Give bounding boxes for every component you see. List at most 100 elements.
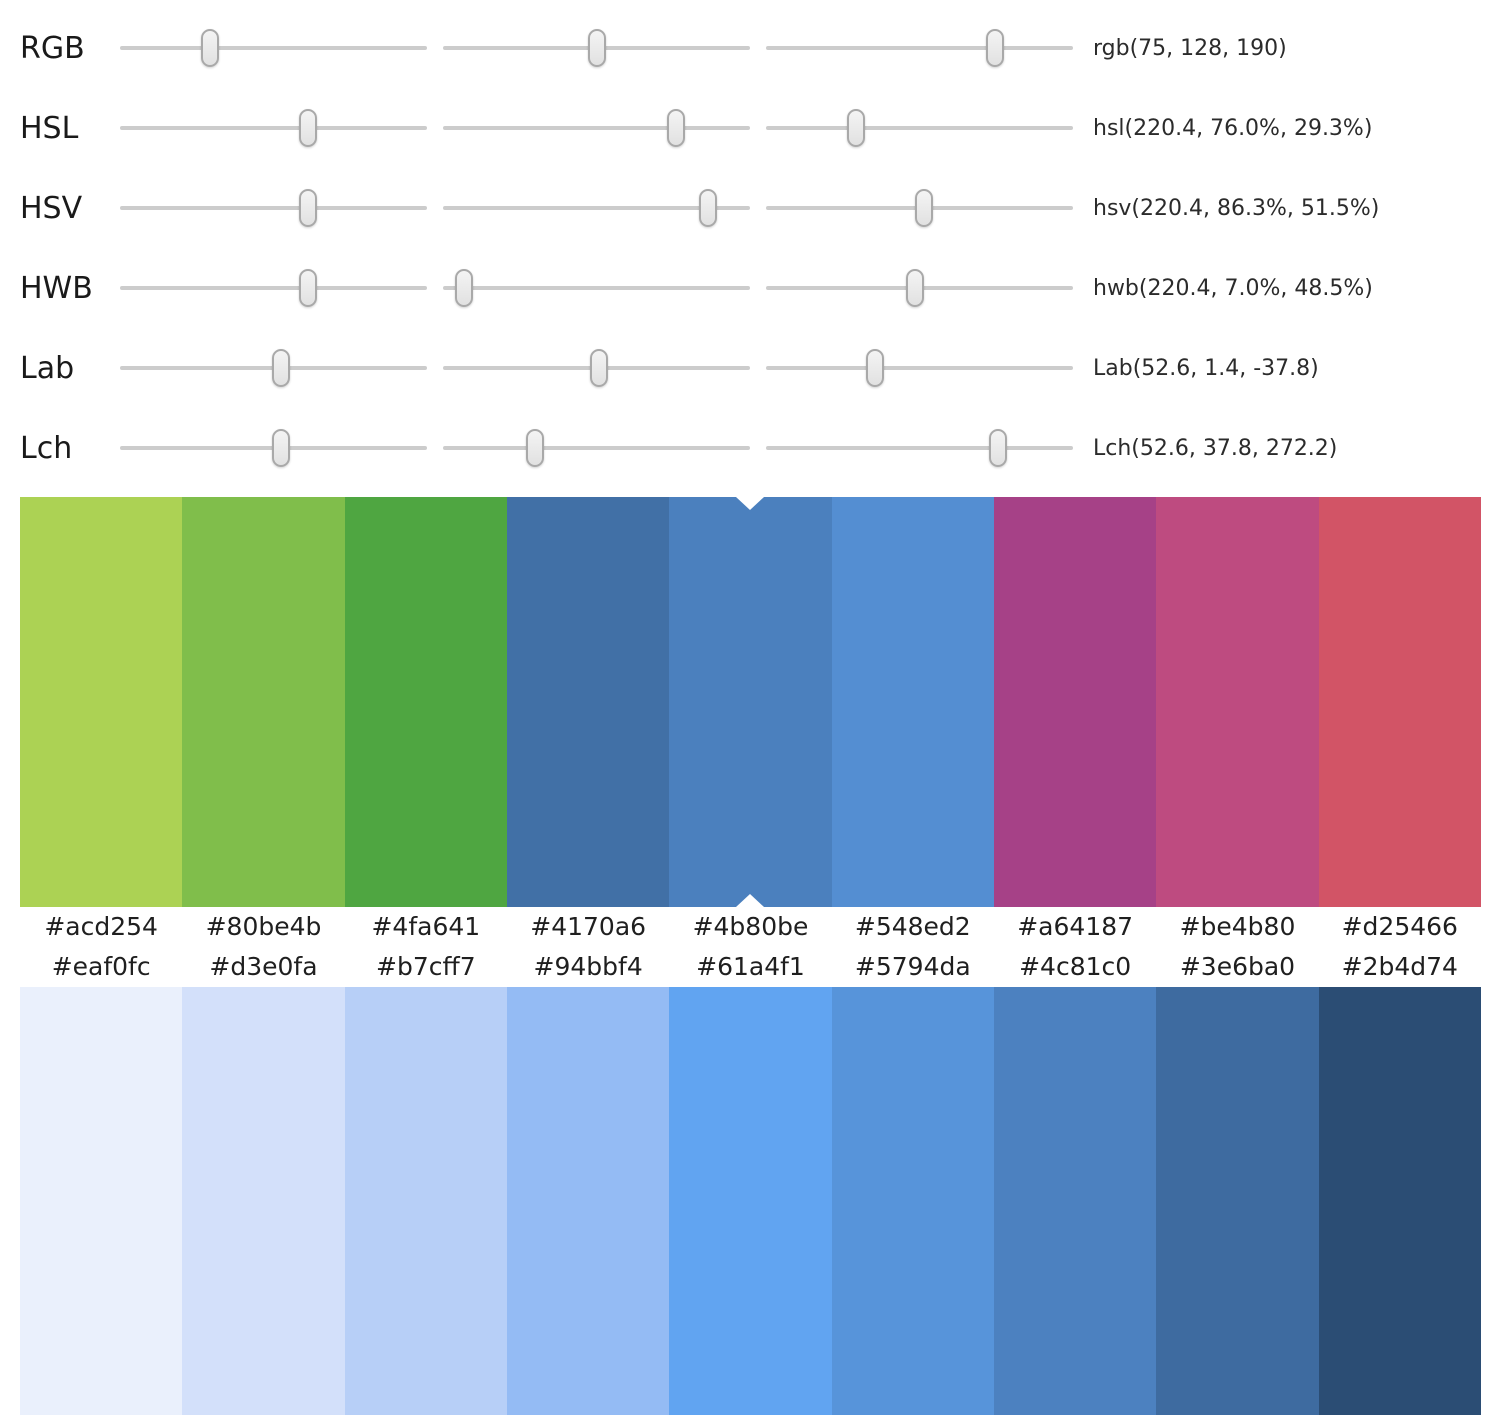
hsv-s-slider-handle[interactable] (698, 189, 717, 227)
hsl-s-slider[interactable] (443, 100, 750, 156)
hex-label-top-4: #4170a6 (530, 912, 647, 941)
hsl-l-slider[interactable] (766, 100, 1073, 156)
selected-marker-top-icon (736, 497, 765, 510)
lab-b-slider-handle[interactable] (865, 349, 884, 387)
hwb-w-slider-rail (443, 286, 750, 290)
palette-bottom-swatch-1[interactable] (20, 987, 183, 1415)
lab-a-slider[interactable] (443, 340, 750, 396)
hsv-value: hsv(220.4, 86.3%, 51.5%) (1093, 195, 1380, 221)
hsl-s-slider-handle[interactable] (667, 109, 686, 147)
hwb-h-slider[interactable] (120, 260, 427, 316)
hwb-value: hwb(220.4, 7.0%, 48.5%) (1093, 275, 1373, 301)
hsv-s-slider[interactable] (443, 180, 750, 236)
lch-h-slider-rail (766, 446, 1073, 450)
hsl-l-slider-rail (766, 126, 1073, 130)
hsv-label: HSV (20, 190, 83, 226)
hsl-h-slider-handle[interactable] (298, 109, 317, 147)
lab-a-slider-handle[interactable] (589, 349, 608, 387)
hsv-h-slider-rail (120, 206, 427, 210)
hsv-v-slider-handle[interactable] (915, 189, 934, 227)
palette-bottom-swatch-4[interactable] (506, 987, 670, 1415)
hsl-s-slider-rail (443, 126, 750, 130)
palette-bottom-swatch-3[interactable] (344, 987, 507, 1415)
palette-top-swatch-7[interactable] (993, 497, 1157, 907)
hsv-s-slider-rail (443, 206, 750, 210)
rgb-label: RGB (20, 30, 85, 66)
rgb-r-slider[interactable] (120, 20, 427, 76)
palette-top-swatch-5-selected[interactable] (669, 497, 832, 907)
hex-label-bottom-2: #d3e0fa (209, 952, 318, 981)
hex-label-top-1: #acd254 (44, 912, 158, 941)
hsl-slider-row: HSL hsl(220.4, 76.0%, 29.3%) (0, 88, 1501, 168)
lch-slider-row: Lch Lch(52.6, 37.8, 272.2) (0, 408, 1501, 488)
palette-top-swatch-3[interactable] (344, 497, 507, 907)
lab-slider-row: Lab Lab(52.6, 1.4, -37.8) (0, 328, 1501, 408)
hex-label-top-6: #548ed2 (854, 912, 971, 941)
rgb-g-slider[interactable] (443, 20, 750, 76)
hsl-l-slider-handle[interactable] (846, 109, 865, 147)
palette-top-swatch-9[interactable] (1318, 497, 1481, 907)
rgb-b-slider[interactable] (766, 20, 1073, 76)
palette-bottom-swatch-6[interactable] (831, 987, 994, 1415)
hsv-v-slider[interactable] (766, 180, 1073, 236)
palette-top-swatch-6[interactable] (831, 497, 994, 907)
hex-label-top-8: #be4b80 (1179, 912, 1296, 941)
hwb-h-slider-handle[interactable] (298, 269, 317, 307)
hex-label-top-7: #a64187 (1017, 912, 1134, 941)
palette-bottom-swatch-2[interactable] (182, 987, 345, 1415)
palette-bottom-swatch-7[interactable] (993, 987, 1157, 1415)
selected-marker-bottom-icon (736, 894, 765, 907)
palette-bottom-labels: #eaf0fc #d3e0fa #b7cff7 #94bbf4 #61a4f1 … (20, 947, 1481, 987)
lch-c-slider-handle[interactable] (526, 429, 545, 467)
hwb-b-slider-handle[interactable] (905, 269, 924, 307)
palette-bottom (20, 987, 1481, 1415)
hwb-label: HWB (20, 270, 93, 306)
lch-l-slider[interactable] (120, 420, 427, 476)
palette-top-swatch-1[interactable] (20, 497, 183, 907)
hsv-h-slider[interactable] (120, 180, 427, 236)
palette-top-labels: #acd254 #80be4b #4fa641 #4170a6 #4b80be … (20, 907, 1481, 947)
hsv-h-slider-handle[interactable] (298, 189, 317, 227)
hex-label-bottom-7: #4c81c0 (1019, 952, 1132, 981)
palette-top (20, 497, 1481, 907)
lab-l-slider-handle[interactable] (272, 349, 291, 387)
slider-panel: RGB rgb(75, 128, 190) HSL (0, 0, 1501, 488)
palette-bottom-swatch-8[interactable] (1156, 987, 1319, 1415)
hsl-label: HSL (20, 110, 79, 146)
lab-l-slider[interactable] (120, 340, 427, 396)
hwb-h-slider-rail (120, 286, 427, 290)
lch-label: Lch (20, 430, 73, 466)
hex-label-bottom-5: #61a4f1 (696, 952, 805, 981)
lch-c-slider-rail (443, 446, 750, 450)
hwb-w-slider-handle[interactable] (455, 269, 474, 307)
hsl-h-slider[interactable] (120, 100, 427, 156)
rgb-r-slider-handle[interactable] (201, 29, 220, 67)
hwb-w-slider[interactable] (443, 260, 750, 316)
hex-label-bottom-1: #eaf0fc (51, 952, 151, 981)
hsl-value: hsl(220.4, 76.0%, 29.3%) (1093, 115, 1373, 141)
lch-h-slider-handle[interactable] (989, 429, 1008, 467)
lab-label: Lab (20, 350, 75, 386)
lab-b-slider[interactable] (766, 340, 1073, 396)
lch-c-slider[interactable] (443, 420, 750, 476)
rgb-b-slider-handle[interactable] (985, 29, 1004, 67)
palette-top-swatch-8[interactable] (1156, 497, 1319, 907)
hex-label-top-9: #d25466 (1341, 912, 1458, 941)
hwb-b-slider[interactable] (766, 260, 1073, 316)
hex-label-top-3: #4fa641 (371, 912, 481, 941)
rgb-value: rgb(75, 128, 190) (1093, 35, 1287, 61)
lab-value: Lab(52.6, 1.4, -37.8) (1093, 355, 1319, 381)
palette-top-swatch-4[interactable] (506, 497, 670, 907)
lch-h-slider[interactable] (766, 420, 1073, 476)
lch-l-slider-handle[interactable] (272, 429, 291, 467)
rgb-b-slider-rail (766, 46, 1073, 50)
palette-bottom-swatch-5[interactable] (669, 987, 832, 1415)
palette-top-swatch-2[interactable] (182, 497, 345, 907)
lch-value: Lch(52.6, 37.8, 272.2) (1093, 435, 1338, 461)
palette-bottom-swatch-9[interactable] (1318, 987, 1481, 1415)
hex-label-bottom-4: #94bbf4 (533, 952, 643, 981)
rgb-g-slider-handle[interactable] (588, 29, 607, 67)
rgb-slider-row: RGB rgb(75, 128, 190) (0, 8, 1501, 88)
hex-label-bottom-3: #b7cff7 (376, 952, 476, 981)
